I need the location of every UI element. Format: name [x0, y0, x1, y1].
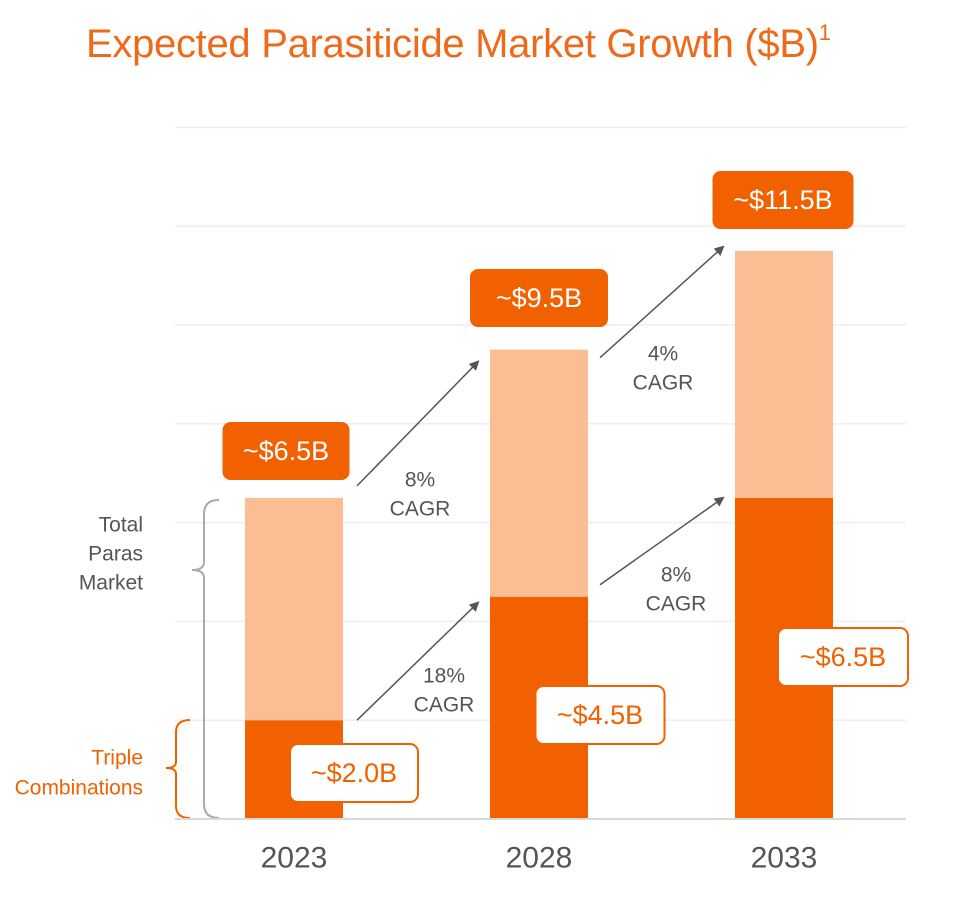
- x-axis: 2023 2028 2033: [175, 818, 906, 875]
- tick-label-2033: 2033: [751, 842, 818, 875]
- bottom-label: ~$6.5B: [800, 642, 886, 672]
- legend-total-line: Paras: [88, 543, 143, 566]
- cagr-label: CAGR: [646, 593, 707, 616]
- value-labels: ~$6.5B ~$9.5B ~$11.5B ~$2.0B ~$4.5B ~$6.5B: [222, 171, 909, 803]
- tick-label-2023: 2023: [261, 842, 328, 875]
- legend-total-line: Total: [99, 514, 143, 537]
- total-label: ~$9.5B: [496, 283, 582, 313]
- bar-total-2033: [735, 250, 833, 498]
- total-label-box: [712, 171, 854, 229]
- chart-title-text: Expected Parasiticide Market Growth ($B): [86, 22, 819, 66]
- growth-arrow: [356, 360, 480, 487]
- total-label-box: [470, 269, 608, 327]
- legend-triple-line: Triple: [91, 747, 143, 770]
- bracket-triple: [165, 719, 191, 819]
- growth-arrow: [599, 245, 725, 359]
- title-footnote: 1: [818, 20, 831, 45]
- cagr-label: CAGR: [633, 372, 694, 395]
- growth-arrow: [356, 601, 480, 721]
- cagr-percent: 8%: [661, 564, 691, 587]
- total-label: ~$6.5B: [243, 436, 329, 466]
- growth-arrows: 8% CAGR 4% CAGR 18% CAGR 8% CAGR: [356, 245, 725, 721]
- bar-total-2023: [245, 497, 343, 721]
- side-legend: Total Paras Market Triple Combinations: [15, 499, 220, 819]
- bracket-total-market: [191, 499, 220, 819]
- bottom-label-box: [777, 627, 909, 687]
- cagr-percent: 8%: [405, 469, 435, 492]
- cagr-percent: 4%: [648, 343, 678, 366]
- bottom-label: ~$4.5B: [557, 700, 643, 730]
- bottom-label-box: [289, 743, 419, 803]
- cagr-label: CAGR: [390, 498, 451, 521]
- legend-triple-line: Combinations: [15, 777, 143, 800]
- cagr-label: CAGR: [414, 694, 475, 717]
- tick-label-2028: 2028: [506, 842, 573, 875]
- chart-title: Expected Parasiticide Market Growth ($B)…: [86, 20, 831, 67]
- bottom-label: ~$2.0B: [311, 758, 397, 788]
- growth-arrow: [599, 496, 725, 586]
- legend-total-line: Market: [79, 572, 143, 595]
- cagr-percent: 18%: [423, 665, 465, 688]
- bar-total-2028: [490, 349, 588, 597]
- total-label: ~$11.5B: [733, 185, 832, 215]
- bottom-label-box: [534, 685, 666, 745]
- total-label-box: [222, 422, 350, 480]
